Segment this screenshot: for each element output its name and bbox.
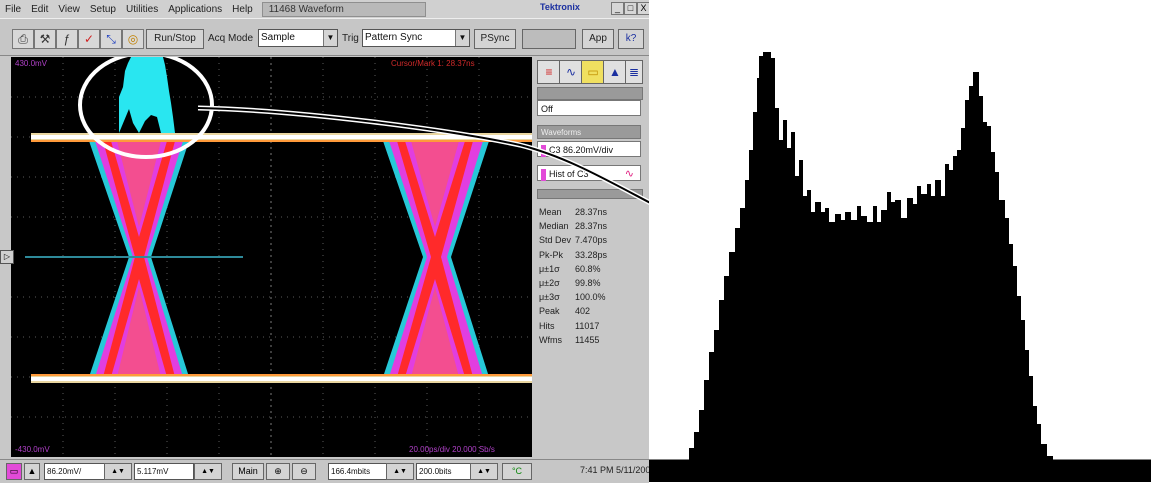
menu-bar: File Edit View Setup Utilities Applicati… — [0, 0, 649, 18]
bottom-control-bar: ▭ ▲ 86.20mV/ ▲▼ 5.117mV ▲▼ Main ⊕ ⊖ 166.… — [0, 459, 655, 483]
controls-panel: ≡ ∿ ▭ ▲ ≣ Off Waveforms C3 86.20mV/div H… — [535, 57, 645, 457]
minimize-button[interactable]: _ — [611, 2, 624, 15]
trig-value: Pattern Sync — [365, 32, 423, 43]
psync-button[interactable]: PSync — [474, 29, 516, 49]
menu-edit[interactable]: Edit — [31, 3, 49, 15]
hist-tab-icon[interactable]: ▲ — [603, 60, 627, 84]
offset-spinner[interactable]: ▲▼ — [194, 463, 222, 480]
trig-select[interactable]: Pattern Sync ▼ — [362, 29, 470, 47]
main-button[interactable]: Main — [232, 463, 264, 480]
stat-row: Std Dev 7.470ps — [539, 235, 608, 246]
menu-help[interactable]: Help — [232, 3, 253, 15]
top-right-readout: Cursor/Mark 1: 28.37ns — [391, 59, 475, 68]
scale-field[interactable]: 86.20mV/ — [44, 463, 106, 480]
offset-field[interactable]: 5.117mV — [134, 463, 194, 480]
stat-row: μ±2σ 99.8% — [539, 277, 601, 288]
bottom-rail — [31, 374, 532, 383]
bottom-right-readout: 20.00ps/div 20.000 Sb/s — [409, 445, 495, 454]
channel-up-icon[interactable]: ▲ — [24, 463, 40, 480]
stat-row: Peak 402 — [539, 306, 591, 317]
acq-mode-select[interactable]: Sample ▼ — [258, 29, 338, 47]
histogram-plot — [649, 52, 1151, 482]
acq-mode-label: Acq Mode — [208, 33, 254, 44]
rate-field[interactable]: 166.4mbits — [328, 463, 388, 480]
panel-tabs: ≡ ∿ ▭ ▲ ≣ — [537, 60, 643, 84]
dropdown-arrow-icon: ▼ — [455, 30, 469, 46]
rate-spinner[interactable]: ▲▼ — [386, 463, 414, 480]
scope-application-window: File Edit View Setup Utilities Applicati… — [0, 0, 655, 483]
reference-marker[interactable]: ▷ — [0, 250, 14, 264]
enlarged-histogram — [649, 0, 1151, 482]
bottom-left-readout: -430.0mV — [15, 445, 50, 454]
toolbar: ⎙ ⚒ ƒ ✓ ⤡ ◎ Run/Stop Acq Mode Sample ▼ T… — [0, 18, 649, 56]
menu-utilities[interactable]: Utilities — [126, 3, 159, 15]
zoom-icon[interactable]: ⤡ — [100, 29, 122, 49]
channel-c3-field[interactable]: C3 86.20mV/div — [537, 141, 641, 157]
panel-header — [537, 87, 643, 100]
trig-label: Trig — [342, 33, 359, 44]
right-eye-crossing — [383, 141, 489, 377]
menu-setup[interactable]: Setup — [89, 3, 116, 15]
run-stop-button[interactable]: Run/Stop — [146, 29, 204, 49]
menu-file[interactable]: File — [5, 3, 22, 15]
stat-row: Median 28.37ns — [539, 221, 608, 232]
dropdown-arrow-icon: ▼ — [323, 30, 337, 46]
meas-tab-icon[interactable]: ▭ — [581, 60, 605, 84]
print-icon[interactable]: ⎙ — [12, 29, 34, 49]
waveform-icon: ∿ — [624, 168, 634, 180]
app-button[interactable]: App — [582, 29, 614, 49]
left-eye-crossing — [89, 141, 189, 377]
close-button[interactable]: X — [637, 2, 650, 15]
highlight-ellipse — [78, 57, 214, 159]
histogram-source-field[interactable]: Hist of C3 ∿ — [537, 165, 641, 181]
waveform-tab-icon[interactable]: ≡ — [537, 60, 561, 84]
window-title: 11468 Waveform — [261, 1, 426, 17]
help-button[interactable]: k? — [618, 29, 644, 49]
eye-diagram — [11, 57, 532, 457]
stat-row: μ±1σ 60.8% — [539, 263, 601, 274]
channel-swatch — [541, 168, 546, 181]
scope-display[interactable]: 430.0mV Cursor/Mark 1: 28.37ns -430.0mV … — [11, 57, 532, 457]
bits-field[interactable]: 200.0bits — [416, 463, 472, 480]
tools-icon[interactable]: ⚒ — [34, 29, 56, 49]
stat-row: Hits 11017 — [539, 320, 600, 331]
crossing-histogram — [119, 57, 175, 133]
waveforms-header: Waveforms — [537, 125, 641, 139]
disabled-button — [522, 29, 576, 49]
histogram-shape — [649, 52, 1151, 482]
scale-spinner[interactable]: ▲▼ — [104, 463, 132, 480]
autoset-icon[interactable]: ◎ — [122, 29, 144, 49]
menu-applications[interactable]: Applications — [168, 3, 223, 15]
zoom-out-icon[interactable]: ⊖ — [292, 463, 316, 480]
stat-row: Pk-Pk 33.28ps — [539, 249, 608, 260]
more-tab-icon[interactable]: ≣ — [625, 60, 643, 84]
timestamp: 7:41 PM 5/11/2006 — [580, 465, 656, 475]
acq-mode-value: Sample — [261, 32, 295, 43]
stat-row: μ±3σ 100.0% — [539, 292, 606, 303]
histogram-stats: Mean 28.37ns Median 28.37ns Std Dev 7.470ps… — [539, 205, 643, 347]
stat-row: Mean 28.37ns — [539, 207, 608, 217]
channel-select-icon[interactable]: ▭ — [6, 463, 22, 480]
bits-spinner[interactable]: ▲▼ — [470, 463, 498, 480]
stats-header — [537, 189, 643, 199]
maximize-button[interactable]: □ — [624, 2, 637, 15]
histogram-source-label: Hist of C3 — [549, 169, 589, 179]
zoom-in-icon[interactable]: ⊕ — [266, 463, 290, 480]
menu-view[interactable]: View — [58, 3, 80, 15]
top-rail — [31, 133, 532, 142]
waveform-icon[interactable]: ✓ — [78, 29, 100, 49]
channel-swatch — [541, 144, 546, 157]
channel-c3-label: C3 86.20mV/div — [549, 145, 614, 155]
pulse-tab-icon[interactable]: ∿ — [559, 60, 583, 84]
temperature-indicator: °C — [502, 463, 532, 480]
panel-field[interactable]: Off — [537, 100, 641, 116]
top-left-readout: 430.0mV — [15, 59, 48, 68]
stat-row: Wfms 11455 — [539, 334, 600, 345]
function-icon[interactable]: ƒ — [56, 29, 78, 49]
brand-logo: Tektronix — [540, 2, 580, 12]
